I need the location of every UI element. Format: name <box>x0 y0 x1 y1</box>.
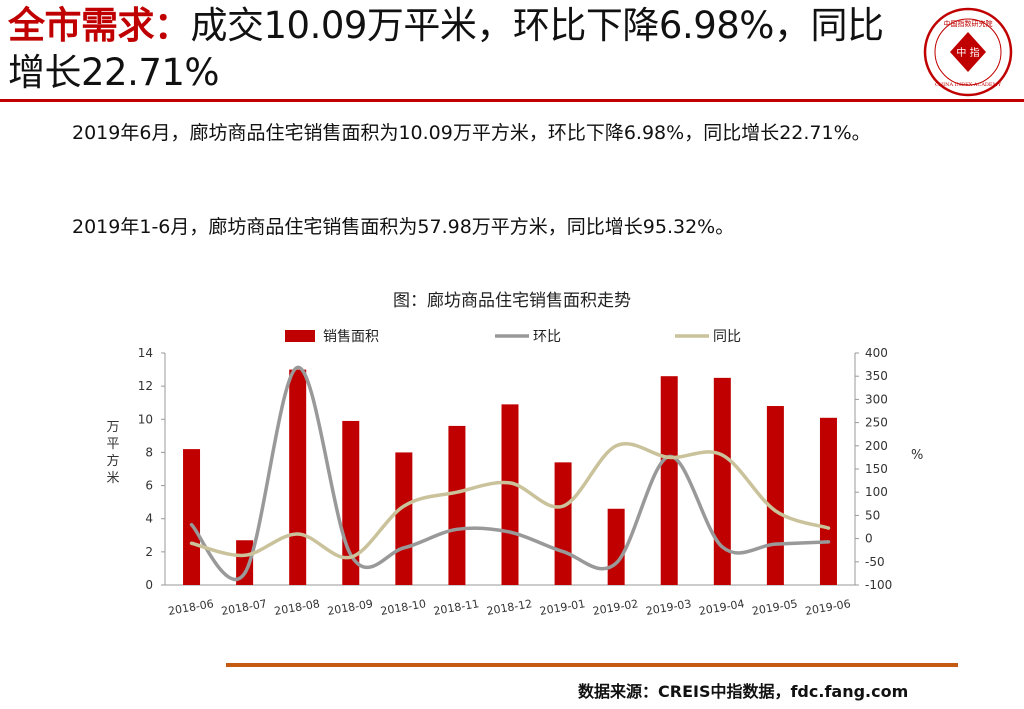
legend-label: 同比 <box>713 329 741 345</box>
x-tick-label: 2018-12 <box>486 597 534 618</box>
svg-text:中国指数研究院: 中国指数研究院 <box>944 19 993 28</box>
y2-tick-label: -100 <box>865 578 892 592</box>
y-tick-label: 10 <box>138 412 153 426</box>
china-index-academy-logo: 中 指 中国指数研究院 CHINA INDEX ACADEMY <box>923 7 1013 97</box>
chart-title: 图：廊坊商品住宅销售面积走势 <box>393 291 631 311</box>
x-tick-label: 2018-10 <box>379 597 427 618</box>
page-title-rest: 成交10.09万平米，环比下降6.98%，同比增长22.71% <box>8 4 884 94</box>
footer-divider <box>226 663 958 667</box>
data-source: 数据来源：CREIS中指数据，fdc.fang.com <box>578 682 909 701</box>
legend-item: 同比 <box>675 329 741 345</box>
y2-tick-label: 300 <box>865 392 888 406</box>
bar <box>501 404 519 585</box>
x-tick-label: 2018-11 <box>433 597 481 618</box>
page-title: 全市需求：成交10.09万平米，环比下降6.98%，同比增长22.71% <box>8 2 908 96</box>
y2-tick-label: -50 <box>865 555 885 569</box>
x-tick-label: 2019-04 <box>698 597 746 618</box>
bar <box>395 452 413 585</box>
svg-text:CHINA INDEX ACADEMY: CHINA INDEX ACADEMY <box>935 82 1002 88</box>
y-tick-label: 4 <box>145 512 153 526</box>
y2-tick-label: 50 <box>865 508 880 522</box>
series-line-yoy <box>189 442 831 560</box>
x-tick-label: 2018-07 <box>220 597 268 618</box>
bar <box>713 377 731 585</box>
y-tick-label: 2 <box>145 545 153 559</box>
y-tick-label: 6 <box>145 479 153 493</box>
y2-tick-label: 250 <box>865 416 888 430</box>
y2-tick-label: 200 <box>865 439 888 453</box>
legend: 销售面积 环比 同比 <box>285 329 741 345</box>
paragraph-half-year: 2019年1-6月，廊坊商品住宅销售面积为57.98万平方米，同比增长95.32… <box>72 216 735 238</box>
y2-tick-label: 100 <box>865 485 888 499</box>
y-axis-label: 万平方米 <box>106 420 119 486</box>
sales-area-chart: 0 2 4 6 8 10 12 14 -100 -50 0 50 100 150 200 250 300 350 4… <box>106 329 923 618</box>
bar <box>766 406 784 585</box>
x-tick-label: 2019-06 <box>804 597 852 618</box>
legend-label: 环比 <box>533 329 561 345</box>
legend-label: 销售面积 <box>323 329 379 345</box>
x-tick-label: 2019-02 <box>592 597 640 618</box>
title-divider <box>0 99 1024 102</box>
legend-item: 环比 <box>495 329 561 345</box>
paragraph-monthly: 2019年6月，廊坊商品住宅销售面积为10.09万平方米，环比下降6.98%，同… <box>72 122 871 144</box>
y2-axis-label: % <box>911 448 923 463</box>
bar <box>448 425 466 585</box>
x-tick-label: 2018-06 <box>167 597 215 618</box>
bar <box>183 449 201 585</box>
bar <box>289 369 307 585</box>
x-tick-label: 2018-09 <box>326 597 374 618</box>
x-tick-label: 2019-05 <box>751 597 799 618</box>
svg-text:中 指: 中 指 <box>956 46 979 59</box>
y2-tick-label: 0 <box>865 532 873 546</box>
y2-tick-label: 150 <box>865 462 888 476</box>
series-line-mom <box>189 365 831 582</box>
bar <box>236 540 254 585</box>
y2-tick-label: 400 <box>865 346 888 360</box>
y-tick-label: 12 <box>138 379 153 393</box>
legend-item: 销售面积 <box>285 329 379 345</box>
bar <box>660 376 678 585</box>
x-tick-label: 2018-08 <box>273 597 321 618</box>
x-tick-label: 2019-01 <box>539 597 587 618</box>
bar <box>819 417 837 585</box>
x-tick-label: 2019-03 <box>645 597 693 618</box>
legend-swatch <box>285 330 315 342</box>
bar <box>554 462 572 585</box>
y-tick-label: 14 <box>138 346 153 360</box>
y2-tick-label: 350 <box>865 369 888 383</box>
y-tick-label: 8 <box>145 445 153 459</box>
page-title-highlight: 全市需求： <box>8 4 191 47</box>
y-tick-label: 0 <box>145 578 153 592</box>
bar <box>607 508 625 585</box>
